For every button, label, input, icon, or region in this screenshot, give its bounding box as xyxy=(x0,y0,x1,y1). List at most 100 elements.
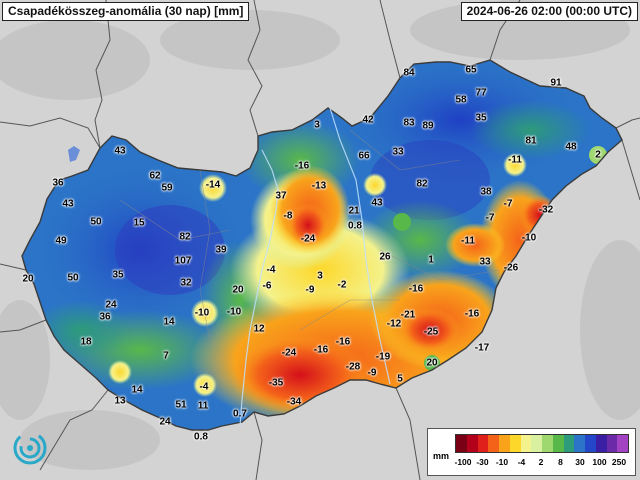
anomaly-value-label: 33 xyxy=(392,146,404,158)
anomaly-value-label: 49 xyxy=(55,235,67,247)
legend-swatch xyxy=(617,435,628,452)
legend-colorbar xyxy=(455,434,629,453)
anomaly-value-label: 18 xyxy=(80,336,92,348)
anomaly-value-label: 24 xyxy=(159,416,171,428)
legend-swatch xyxy=(477,435,489,452)
legend-tick-label: 2 xyxy=(538,457,544,467)
legend-ticks: -100 -30 -10 -4 2 8 30 100 250 xyxy=(454,457,627,469)
anomaly-value-label: 36 xyxy=(52,177,64,189)
legend-swatch xyxy=(499,435,510,452)
legend-swatch xyxy=(563,435,575,452)
anomaly-value-label: -4 xyxy=(266,264,276,276)
anomaly-value-label: 21 xyxy=(348,205,360,217)
anomaly-value-label: -16 xyxy=(464,308,480,320)
anomaly-value-label: 42 xyxy=(362,114,374,126)
legend-swatch xyxy=(520,435,532,452)
anomaly-value-label: 58 xyxy=(455,94,467,106)
anomaly-value-label: 24 xyxy=(105,299,117,311)
rivers xyxy=(239,107,391,427)
anomaly-value-label: -9 xyxy=(305,284,315,296)
anomaly-value-label: -16 xyxy=(408,283,424,295)
anomaly-value-label: 2 xyxy=(595,149,601,161)
legend-swatch xyxy=(456,435,467,452)
anomaly-value-label: -16 xyxy=(335,336,351,348)
legend-tick-label: -10 xyxy=(495,457,509,467)
legend-swatch xyxy=(595,435,607,452)
anomaly-value-label: 82 xyxy=(416,178,428,190)
anomaly-value-label: -13 xyxy=(311,180,327,192)
anomaly-value-label: -11 xyxy=(508,154,522,166)
anomaly-value-label: 35 xyxy=(112,269,124,281)
anomaly-value-label: -10 xyxy=(521,232,537,244)
legend-swatch xyxy=(488,435,499,452)
anomaly-value-label: 33 xyxy=(479,256,491,268)
anomaly-value-label: 107 xyxy=(174,255,192,267)
anomaly-value-label: -35 xyxy=(268,377,284,389)
legend-tick-label: 250 xyxy=(611,457,627,467)
anomaly-value-label: 66 xyxy=(358,150,370,162)
legend-tick-label: 100 xyxy=(592,457,607,467)
map-timestamp: 2024-06-26 02:00 (00:00 UTC) xyxy=(460,2,638,21)
anomaly-value-label: 0.8 xyxy=(348,220,362,232)
anomaly-value-label: -6 xyxy=(262,280,272,292)
neusiedl-lake xyxy=(68,146,80,162)
legend-swatch xyxy=(509,435,521,452)
anomaly-value-label: 20 xyxy=(22,273,34,285)
anomaly-value-label: 11 xyxy=(197,400,209,412)
anomaly-value-label: 1 xyxy=(428,254,434,266)
map-title: Csapadékösszeg-anomália (30 nap) [mm] xyxy=(2,2,250,21)
anomaly-value-label: -7 xyxy=(485,212,495,224)
anomaly-value-label: 50 xyxy=(67,272,79,284)
anomaly-value-label: -28 xyxy=(345,361,361,373)
anomaly-value-label: -4 xyxy=(199,381,209,393)
anomaly-value-label: 3 xyxy=(317,270,323,282)
anomaly-value-label: 7 xyxy=(163,350,169,362)
anomaly-value-label: -9 xyxy=(367,367,377,379)
anomaly-value-label: 81 xyxy=(525,135,537,147)
anomaly-value-label: -16 xyxy=(294,160,310,172)
anomaly-value-label: 13 xyxy=(114,395,126,407)
anomaly-value-label: -14 xyxy=(205,179,221,191)
anomaly-value-label: 0.7 xyxy=(233,408,247,420)
anomaly-value-label: -12 xyxy=(386,318,402,330)
color-legend: mm -100 -30 -10 -4 2 8 30 100 250 xyxy=(427,428,636,476)
anomaly-value-label: 26 xyxy=(379,251,391,263)
anomaly-value-label: 48 xyxy=(565,141,577,153)
anomaly-value-label: -7 xyxy=(503,198,513,210)
anomaly-value-label: 0.8 xyxy=(194,431,208,443)
anomaly-value-label: 50 xyxy=(90,216,102,228)
legend-tick-label: 30 xyxy=(575,457,585,467)
anomaly-value-label: -8 xyxy=(283,210,293,222)
legend-tick-label: 8 xyxy=(558,457,563,467)
anomaly-value-label: 83 xyxy=(403,117,415,129)
anomaly-value-label: 15 xyxy=(133,217,145,229)
anomaly-value-label: -24 xyxy=(281,347,297,359)
anomaly-value-label: -16 xyxy=(313,344,329,356)
anomaly-value-label: 35 xyxy=(475,112,487,124)
anomaly-value-label: 3 xyxy=(314,119,320,131)
anomaly-value-label: 14 xyxy=(163,316,175,328)
anomaly-value-label: 14 xyxy=(131,384,143,396)
anomaly-value-label: 91 xyxy=(550,77,562,89)
legend-swatch xyxy=(552,435,564,452)
legend-swatch xyxy=(574,435,585,452)
anomaly-value-label: 82 xyxy=(179,231,191,243)
anomaly-value-label: 36 xyxy=(99,311,111,323)
legend-swatch xyxy=(585,435,596,452)
anomaly-value-label: 43 xyxy=(371,197,383,209)
anomaly-value-label: 38 xyxy=(480,186,492,198)
legend-tick-label: -30 xyxy=(476,457,489,467)
anomaly-value-label: -11 xyxy=(461,235,475,247)
legend-tick-label: -4 xyxy=(517,457,526,467)
legend-swatch xyxy=(466,435,478,452)
legend-swatch xyxy=(542,435,553,452)
anomaly-value-label: -21 xyxy=(400,309,416,321)
anomaly-value-label: 43 xyxy=(114,145,126,157)
anomaly-value-label: 5 xyxy=(397,373,403,385)
anomaly-value-label: 12 xyxy=(253,323,265,335)
legend-tick-label: -100 xyxy=(454,457,472,467)
anomaly-value-label: 59 xyxy=(161,182,173,194)
